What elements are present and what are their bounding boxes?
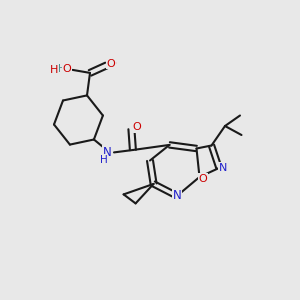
Text: O: O (199, 173, 208, 184)
Text: O: O (132, 122, 141, 133)
Text: H: H (100, 154, 108, 165)
Text: O: O (107, 59, 116, 69)
Text: HO: HO (50, 65, 67, 75)
Text: O: O (106, 59, 115, 69)
Text: N: N (218, 163, 227, 173)
Text: O: O (62, 64, 71, 74)
Text: H: H (58, 64, 66, 74)
Text: N: N (103, 146, 112, 159)
Text: N: N (172, 189, 182, 203)
